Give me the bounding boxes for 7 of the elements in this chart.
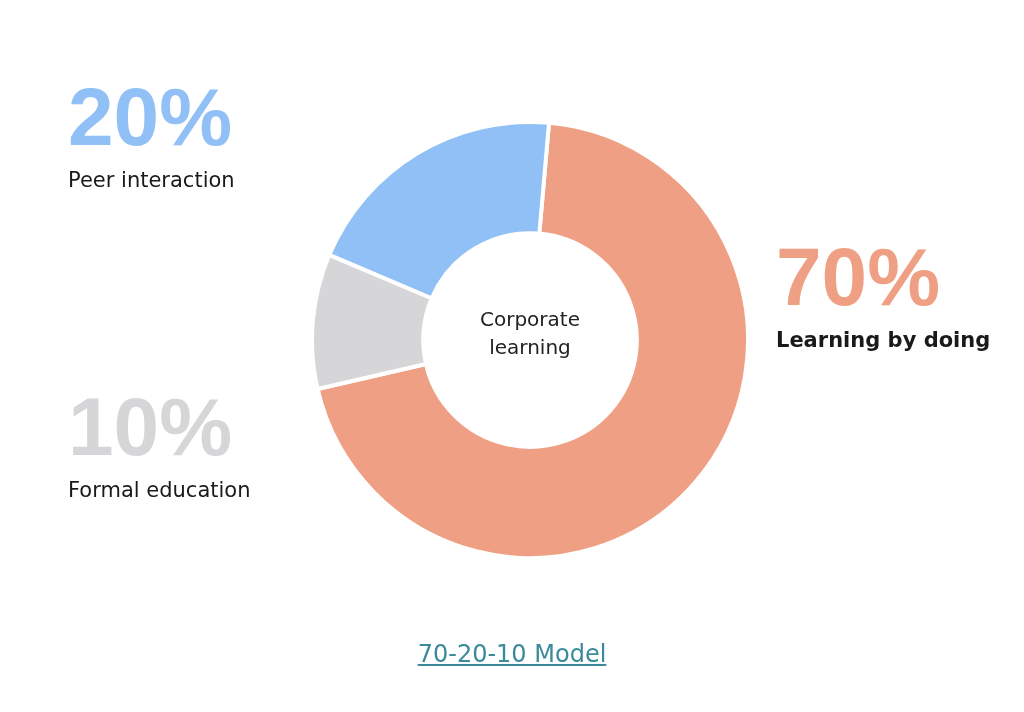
slice-label: Formal education [68,478,251,502]
text: Corporate learning [479,306,581,361]
data-label: 70% [776,231,942,322]
data-label: 20% [68,71,234,162]
slice-label: Learning by doing [776,328,991,352]
slice-label: Peer interaction [68,168,235,192]
text: 70-20-10 Model [417,640,607,668]
